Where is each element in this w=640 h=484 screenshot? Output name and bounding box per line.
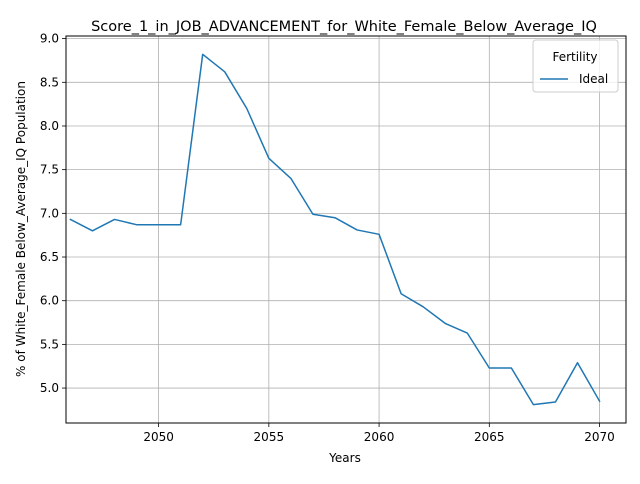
legend: Fertility Ideal [532, 39, 619, 93]
x-tick-label: 2055 [254, 430, 285, 444]
y-tick-label: 9.0 [40, 32, 59, 46]
y-tick-label: 7.5 [40, 163, 59, 177]
chart-title: Score_1_in_JOB_ADVANCEMENT_for_White_Fem… [91, 19, 597, 35]
grid [66, 36, 626, 423]
y-axis-ticks: 5.0 5.5 6.0 6.5 7.0 7.5 8.0 8.5 9.0 [40, 32, 66, 395]
x-tick-label: 2060 [364, 430, 395, 444]
series-layer [69, 53, 601, 406]
y-tick-label: 8.5 [40, 75, 59, 89]
x-axis-label: Years [328, 451, 361, 465]
legend-label-ideal: Ideal [579, 72, 608, 86]
y-tick-label: 6.0 [40, 294, 59, 308]
y-axis-label: % of White_Female Below_Average_IQ Popul… [14, 81, 28, 377]
y-tick-label: 5.5 [40, 337, 59, 351]
x-tick-label: 2065 [474, 430, 505, 444]
x-tick-label: 2050 [143, 430, 174, 444]
legend-title: Fertility [552, 50, 597, 64]
y-tick-label: 5.0 [40, 381, 59, 395]
y-tick-label: 7.0 [40, 206, 59, 220]
series-line-0 [69, 53, 601, 406]
x-tick-label: 2070 [584, 430, 615, 444]
plot-frame [65, 35, 627, 424]
y-tick-label: 8.0 [40, 119, 59, 133]
x-axis-ticks: 2050 2055 2060 2065 2070 [143, 423, 615, 444]
y-tick-label: 6.5 [40, 250, 59, 264]
